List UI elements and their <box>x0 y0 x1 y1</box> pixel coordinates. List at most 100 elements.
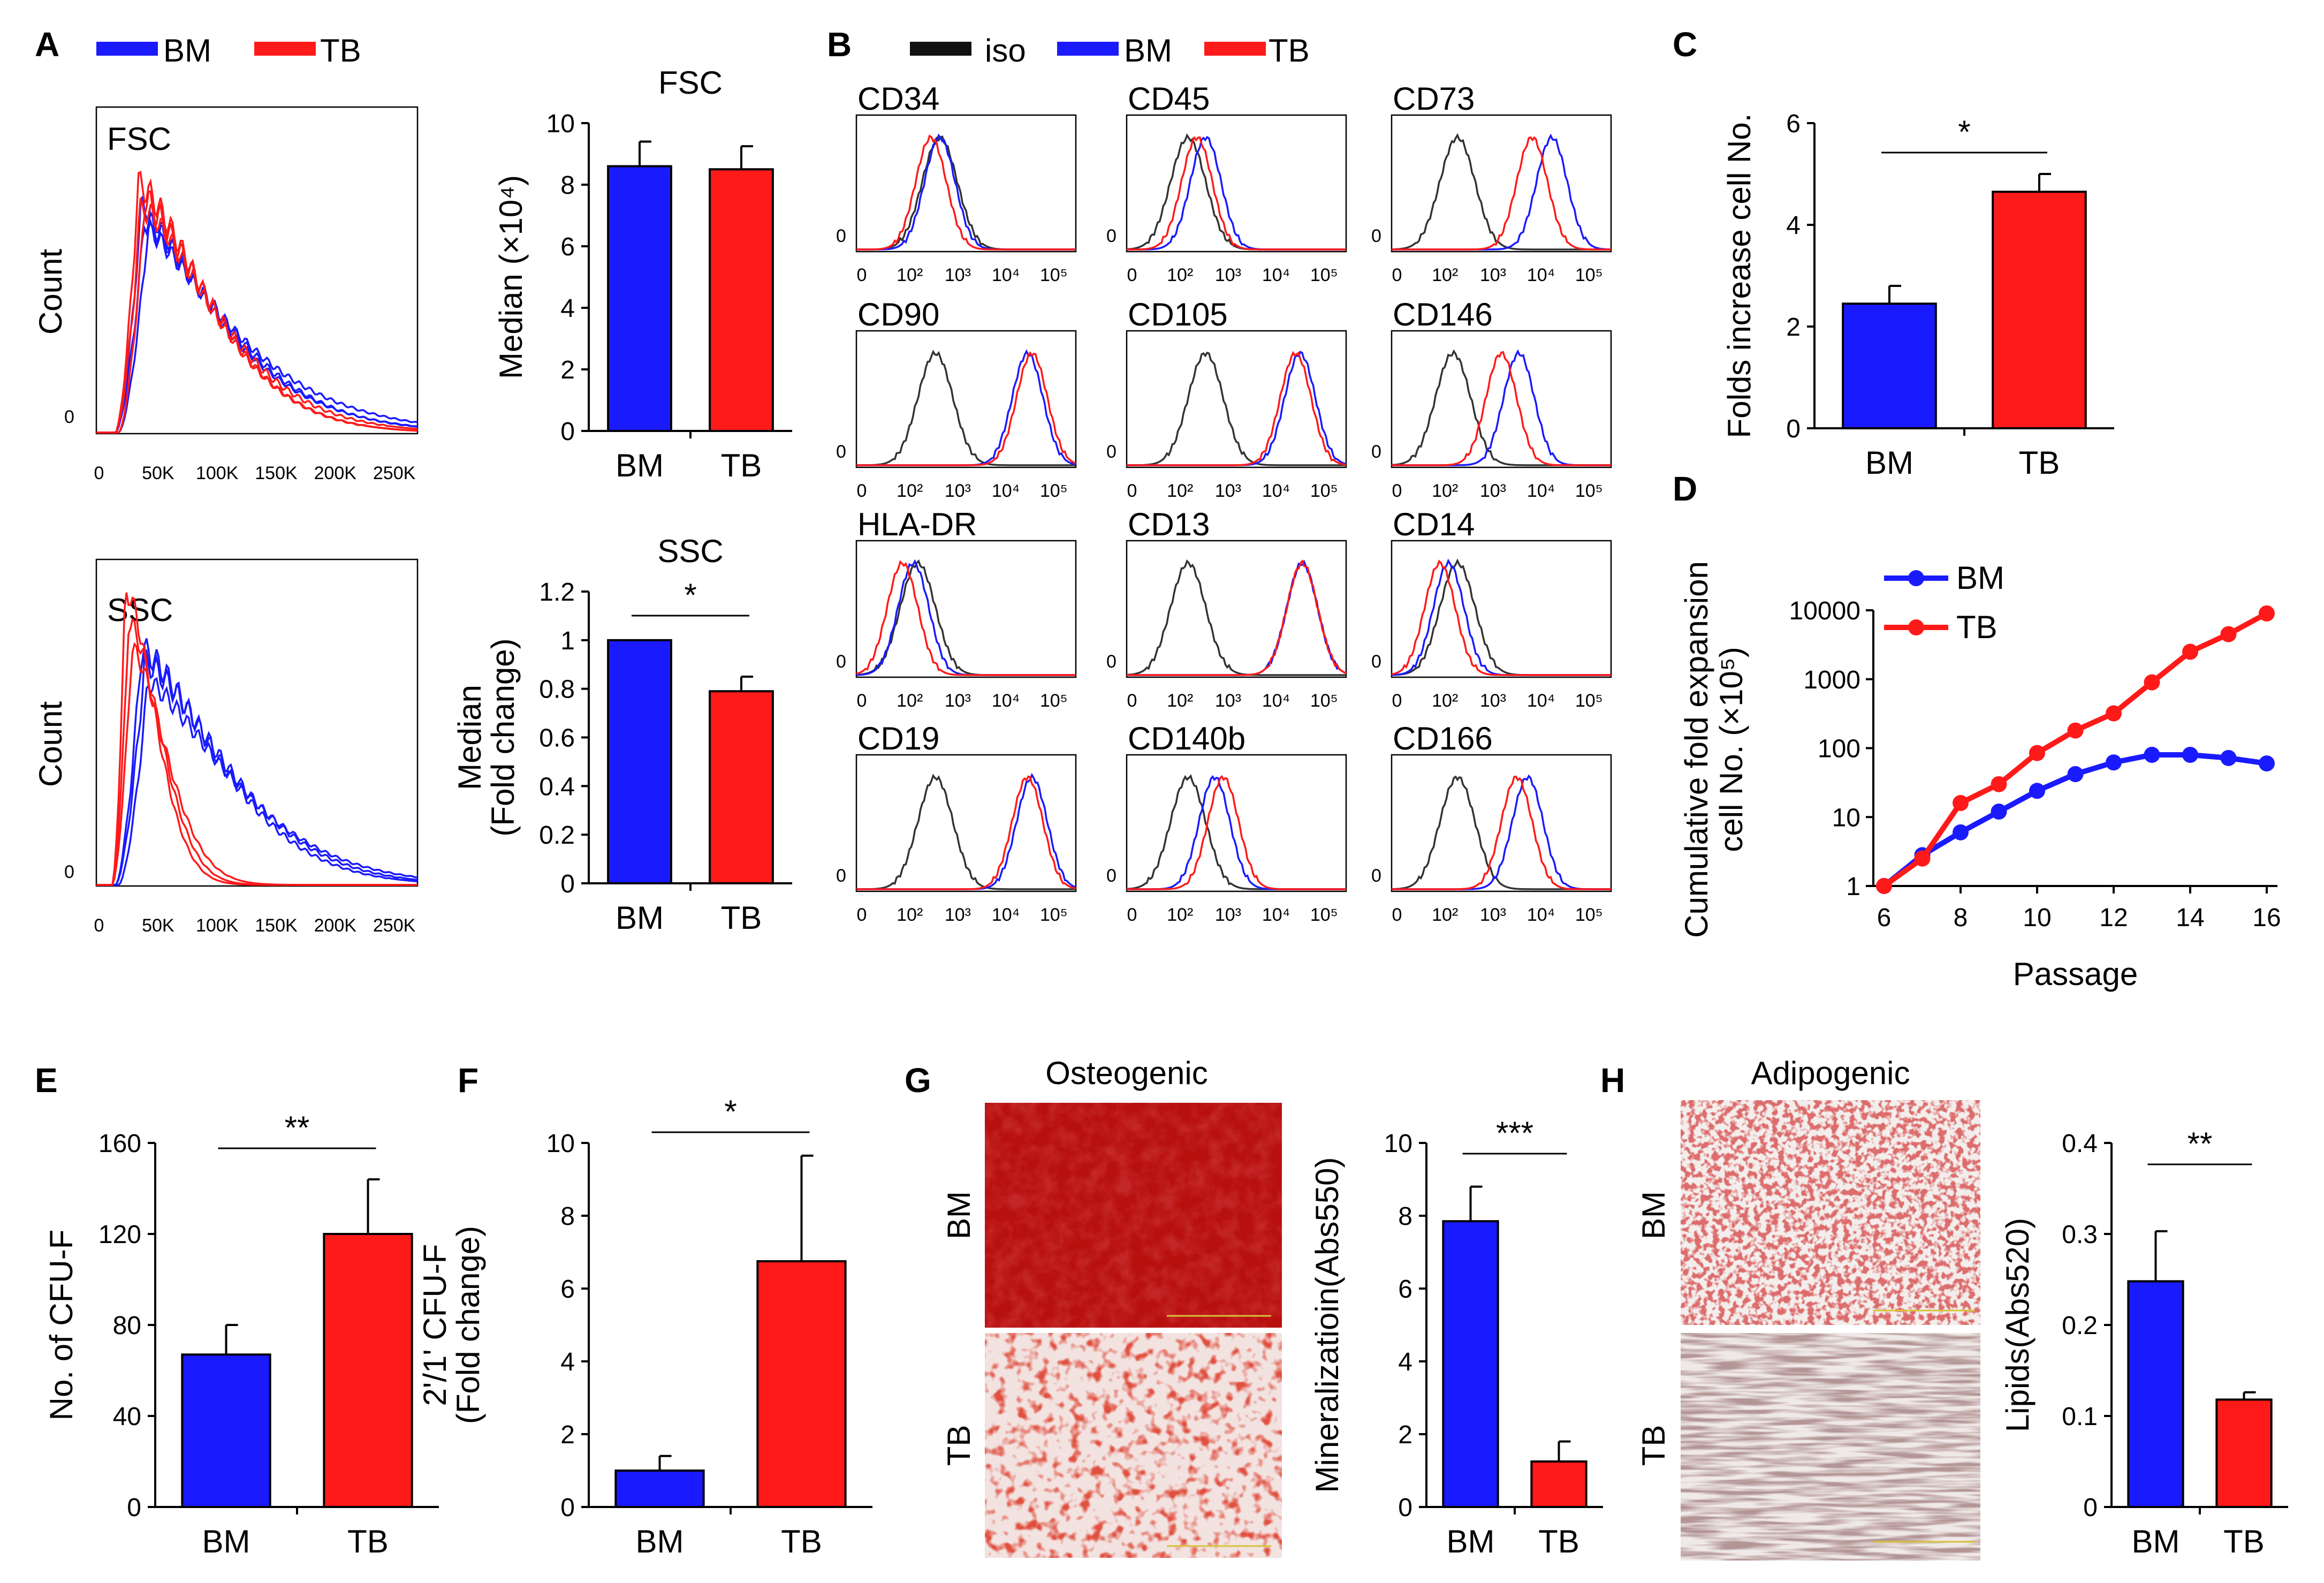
flow-marker-label: HLA-DR <box>857 506 977 542</box>
panel-d-point-BM <box>1991 804 2007 820</box>
barF-y-tick-label: 0 <box>560 1494 575 1522</box>
histogram-x-tick-label: 100K <box>196 463 239 483</box>
flow-histogram-frame <box>1126 540 1347 678</box>
flow-x-tick-label: 10³ <box>1215 265 1241 285</box>
flow-x-tick-label: 10³ <box>945 481 971 501</box>
barG-bar-TB <box>1530 1460 1588 1508</box>
flow-x-tick-label: 10³ <box>945 265 971 285</box>
flow-curve-BM <box>1392 774 1611 890</box>
flow-curve-iso <box>1391 558 1611 676</box>
panel-d-x-tick-label: 8 <box>1954 904 1968 932</box>
panel-d-x-label: Passage <box>2013 956 2138 992</box>
barG-y-tick-label: 0 <box>1398 1494 1412 1522</box>
legend-a-bm-label: BM <box>163 33 211 69</box>
histogram-curve-BM <box>96 648 418 886</box>
barFSC-y-label: Median (×10⁴) <box>493 175 529 379</box>
barFSC-category-label: TB <box>721 448 762 483</box>
barE-bar-BM <box>181 1353 271 1508</box>
panel-d-legend-label: BM <box>1956 560 2004 596</box>
fsc-hist-frame <box>95 106 419 435</box>
panel-d-point-BM <box>2029 783 2045 799</box>
barG-y-tick-label: 10 <box>1384 1130 1412 1158</box>
panel-label-f: F <box>458 1061 479 1100</box>
flow-curve-iso <box>856 350 1076 466</box>
flow-x-tick-label: 10⁴ <box>992 481 1020 501</box>
flow-marker-label: CD34 <box>857 81 939 117</box>
barSSC-category-label: BM <box>616 900 664 936</box>
legend-a-tb-swatch <box>254 42 316 56</box>
barE-y-tick-label: 0 <box>127 1494 141 1522</box>
flow-curve-TB <box>1392 136 1611 251</box>
barFSC-y-tick-label: 4 <box>560 294 575 323</box>
panel-d-line-chart: 1 10 100 1000 10000 6 8 10 12 14 16 BM TB Passage Cumu… <box>1679 560 2281 992</box>
barFSC-y-tick-label: 8 <box>560 171 575 200</box>
fsc-zero-label: 0 <box>64 407 74 427</box>
flow-x-tick-label: 10⁴ <box>992 691 1020 711</box>
panel-d-point-BM <box>2067 766 2084 783</box>
ssc-hist-frame <box>95 558 419 887</box>
flow-histogram-frame <box>855 114 1077 253</box>
legend-b-bm-label: BM <box>1124 33 1172 69</box>
legend-b-tb-swatch <box>1204 42 1266 56</box>
panel-d-y-tick-label: 1 <box>1846 873 1860 901</box>
barG-y-tick-label: 8 <box>1398 1202 1412 1231</box>
flow-histogram-CD45: CD45 00 10² 10³ 10⁴ 10⁵ <box>1106 81 1347 285</box>
flow-x-tick-label: 0 <box>1127 481 1137 501</box>
barC-y-tick-label: 0 <box>1786 415 1801 443</box>
barE-y-tick-label: 120 <box>98 1221 141 1249</box>
barC-bar-TB <box>1992 191 2087 429</box>
flow-x-tick-label: 10³ <box>1480 691 1506 711</box>
flow-curve-iso <box>1126 559 1346 676</box>
panel-label-d: D <box>1673 469 1697 508</box>
panel-d-x-tick-label: 10 <box>2023 904 2051 932</box>
panel-d-y-label: cell No. (×10⁵) <box>1713 647 1749 852</box>
legend-b: iso BM TB <box>910 33 1310 69</box>
histogram-x-tick-label: 50K <box>142 463 174 483</box>
flow-x-tick-label: 0 <box>857 265 867 285</box>
legend-a-bm-swatch <box>96 42 158 56</box>
flow-x-tick-label: 10⁴ <box>992 905 1020 925</box>
flow-histogram-CD166: CD166 00 10² 10³ 10⁴ 10⁵ <box>1371 721 1612 925</box>
ssc-x-ticks: 0 50K 100K 150K 200K 250K <box>94 915 416 936</box>
histogram-x-tick-label: 0 <box>94 463 104 483</box>
flow-curve-BM <box>1127 135 1346 251</box>
flow-histogram-CD34: CD34 00 10² 10³ 10⁴ 10⁵ <box>836 81 1077 285</box>
barG-y-tick-label: 4 <box>1398 1348 1412 1376</box>
panel-label-b: B <box>827 25 852 64</box>
barC-bar-BM <box>1842 302 1937 429</box>
flow-curve-BM <box>856 772 1076 890</box>
adipo-tb-image <box>1681 1333 1980 1561</box>
barH-category-label: BM <box>2132 1524 2180 1559</box>
barH-y-tick-label: 0.1 <box>2062 1403 2098 1431</box>
barF-significance-mark: * <box>724 1094 736 1130</box>
flow-zero-label: 0 <box>1371 652 1381 672</box>
flow-x-tick-label: 10³ <box>1480 265 1506 285</box>
flow-x-tick-label: 0 <box>1392 481 1402 501</box>
histogram-curve-TB <box>96 203 418 434</box>
ssc-bar-chart: 0 0.2 0.4 0.6 0.8 1 1.2 BM TB * SSC Median(Fold cha… <box>452 533 792 936</box>
panel-label-h: H <box>1600 1061 1625 1100</box>
panel-d-point-TB <box>2182 643 2198 660</box>
panel-label-g: G <box>905 1061 931 1100</box>
barSSC-significance-mark: * <box>684 577 696 613</box>
flow-zero-label: 0 <box>836 866 846 886</box>
barG-y-tick-label: 2 <box>1398 1421 1412 1449</box>
barC-y-label: Folds increase cell No. <box>1721 113 1757 438</box>
flow-zero-label: 0 <box>836 652 846 672</box>
flow-x-tick-label: 10⁵ <box>1040 905 1068 925</box>
flow-histogram-frame <box>1391 114 1612 253</box>
panel-d-x-tick-label: 14 <box>2176 904 2204 932</box>
flow-x-tick-label: 10⁴ <box>1527 905 1555 925</box>
panel-d-y-tick-label: 10 <box>1832 804 1860 832</box>
flow-x-tick-label: 10⁵ <box>1040 265 1068 285</box>
flow-curve-TB <box>856 351 1076 466</box>
fsc-bar-chart: 0 2 4 6 8 10 BM TB FSC Median (×10⁴) <box>493 65 792 483</box>
barE-y-tick-label: 80 <box>113 1312 141 1340</box>
flow-histogram-frame <box>855 754 1077 892</box>
barH-y-tick-label: 0.4 <box>2062 1130 2098 1158</box>
histogram-x-tick-label: 150K <box>255 463 298 483</box>
flow-curve-BM <box>1392 349 1611 466</box>
legend-a: BM TB <box>96 33 361 69</box>
barFSC-title: FSC <box>658 65 723 101</box>
flow-marker-label: CD13 <box>1128 506 1210 542</box>
